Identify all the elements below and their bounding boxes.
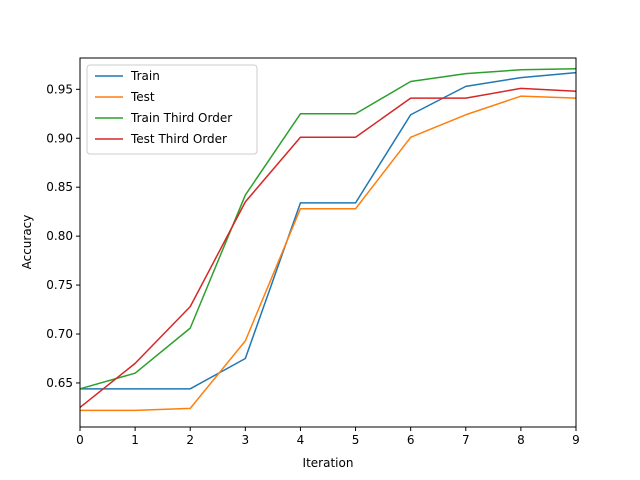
- series-line-test-third-order: [79, 87, 577, 409]
- x-axis-ticks: 0 1 2 3 4 5 6 7 8 9: [76, 427, 580, 447]
- y-tick-label: 0.90: [46, 131, 73, 145]
- x-tick-label: 7: [462, 433, 470, 447]
- x-tick-label: 0: [76, 433, 84, 447]
- y-tick-label: 0.65: [46, 376, 73, 390]
- x-tick-label: 1: [131, 433, 139, 447]
- series-layer: [79, 68, 577, 412]
- y-tick-label: 0.70: [46, 327, 73, 341]
- x-tick-label: 9: [572, 433, 580, 447]
- series-line-train: [80, 71, 577, 390]
- x-tick-label: 3: [242, 433, 250, 447]
- x-axis-label: Iteration: [303, 456, 354, 470]
- y-axis-label: Accuracy: [20, 215, 34, 270]
- plot-frame: [79, 57, 577, 428]
- y-tick-label: 0.85: [46, 180, 73, 194]
- series-line-test: [80, 95, 577, 412]
- series-line-train-third-order: [79, 68, 577, 390]
- x-tick-label: 4: [297, 433, 305, 447]
- x-tick-label: 8: [517, 433, 525, 447]
- legend-label: Test: [130, 90, 155, 104]
- x-tick-label: 2: [186, 433, 194, 447]
- y-tick-label: 0.95: [46, 82, 73, 96]
- y-axis-ticks: 0.65 0.70 0.75 0.80 0.85 0.90 0.95: [46, 82, 80, 390]
- y-tick-label: 0.75: [46, 278, 73, 292]
- legend-label: Test Third Order: [130, 132, 227, 146]
- legend-label: Train Third Order: [130, 111, 232, 125]
- legend-frame: [86, 64, 258, 155]
- y-tick-label: 0.80: [46, 229, 73, 243]
- legend-label: Train: [130, 69, 160, 83]
- x-tick-label: 6: [407, 433, 415, 447]
- legend: Train Test Train Third Order Test Third Ord…: [86, 64, 258, 155]
- x-tick-label: 5: [352, 433, 360, 447]
